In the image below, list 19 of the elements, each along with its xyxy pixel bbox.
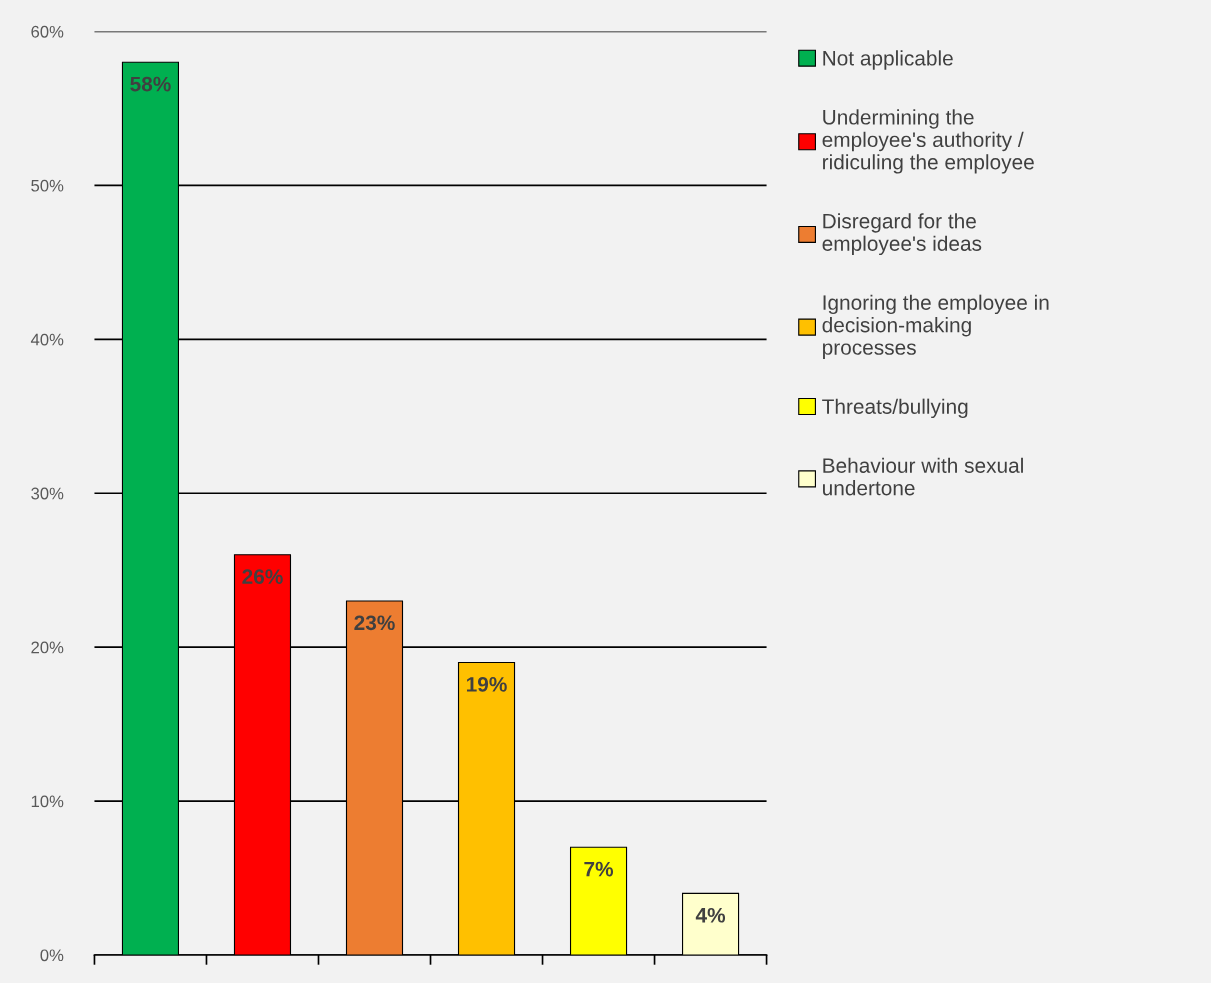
data-label: 26%	[242, 569, 283, 584]
data-label: 7%	[584, 861, 614, 877]
y-tick-label: 60%	[31, 25, 64, 38]
y-tick-label: 10%	[31, 795, 64, 808]
data-label: 19%	[466, 676, 507, 692]
y-tick-label: 50%	[31, 179, 64, 192]
data-label: 58%	[130, 76, 171, 92]
y-tick-label: 20%	[31, 641, 64, 654]
legend-label: Not applicable	[823, 50, 953, 70]
y-tick-label: 40%	[30, 333, 64, 346]
data-label: 23%	[354, 615, 395, 631]
legend-label: Disregard for the employee's ideas	[822, 213, 982, 256]
y-tick-label: 30%	[31, 487, 64, 500]
legend-label: Behaviour with sexual undertone	[823, 457, 1023, 496]
legend-label: Ignoring the employee in decision-making processes	[822, 294, 1049, 359]
y-tick-label: 0%	[40, 949, 64, 962]
data-label: 4%	[695, 907, 726, 923]
legend-label: Threats/bullying	[822, 398, 968, 419]
legend-label: Undermining the employee's authority / ridiculing the employee	[822, 109, 1034, 174]
